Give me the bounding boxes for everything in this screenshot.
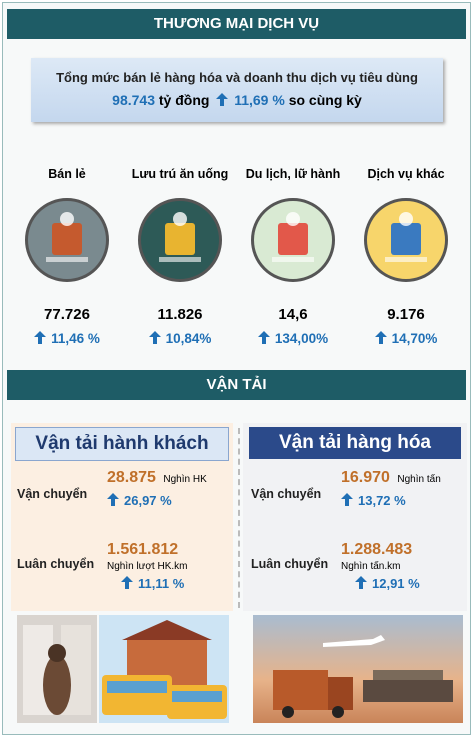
row-unit: Nghìn tấn.km <box>341 561 401 572</box>
item-label: Lưu trú ăn uống <box>131 167 229 181</box>
item-icon <box>364 198 448 282</box>
trade-item: Du lịch, lữ hành 14,6 134,00% <box>238 167 348 346</box>
row-growth: 26,97 % <box>124 493 172 508</box>
transport-row: Vận chuyển 16.970 Nghìn tấn 13,72 % <box>251 465 461 529</box>
item-value: 9.176 <box>387 306 425 323</box>
row-unit: Nghìn tấn <box>397 474 441 485</box>
summary-text: Tổng mức bán lẻ hàng hóa và doanh thu dị… <box>56 70 418 85</box>
row-growth: 13,72 % <box>358 493 406 508</box>
transport-row: Luân chuyển 1.561.812 Nghìn lượt HK.km 1… <box>17 531 227 595</box>
item-label: Bán lẻ <box>48 167 86 181</box>
row-growth: 12,91 % <box>372 576 420 591</box>
row-unit: Nghìn HK <box>163 474 207 485</box>
summary-value: 98.743 <box>112 92 155 108</box>
item-growth: 134,00% <box>274 331 329 346</box>
divider <box>238 428 240 608</box>
transport-row: Vận chuyển 28.875 Nghìn HK 26,97 % <box>17 465 227 529</box>
item-growth: 14,70% <box>391 331 438 346</box>
item-icon <box>25 198 109 282</box>
item-label: Dịch vụ khác <box>367 167 445 181</box>
trade-item: Bán lẻ 77.726 11,46 % <box>12 167 122 346</box>
summary-unit: tỷ đồng <box>158 92 210 108</box>
item-value: 11.826 <box>157 306 203 323</box>
passenger-image <box>17 615 229 723</box>
panel-title: Vận tải hành khách <box>15 427 229 461</box>
row-label: Vận chuyển <box>251 487 322 501</box>
panel-title: Vận tải hàng hóa <box>249 427 461 459</box>
row-growth: 11,11 % <box>138 576 185 591</box>
item-growth: 10,84% <box>165 331 212 346</box>
item-value: 14,6 <box>278 306 308 323</box>
item-icon <box>251 198 335 282</box>
item-growth: 11,46 % <box>51 331 100 346</box>
passenger-panel: Vận tải hành khách <box>11 423 233 611</box>
trade-item: Lưu trú ăn uống 11.826 10,84% <box>125 167 235 346</box>
row-label: Luân chuyển <box>17 557 95 571</box>
cargo-image <box>253 615 463 723</box>
cargo-panel: Vận tải hàng hóa <box>243 423 467 611</box>
row-value: 28.875 <box>107 469 156 486</box>
row-label: Vận chuyển <box>17 487 88 501</box>
summary-box: Tổng mức bán lẻ hàng hóa và doanh thu dị… <box>31 58 443 122</box>
item-value: 77.726 <box>44 306 90 323</box>
section-header: VẬN TẢI <box>7 370 466 400</box>
trade-item: Dịch vụ khác 9.176 14,70% <box>351 167 461 346</box>
transport-row: Luân chuyển 1.288.483 Nghìn tấn.km 12,91… <box>251 531 461 595</box>
summary-compare: so cùng kỳ <box>288 92 362 108</box>
row-label: Luân chuyển <box>251 557 329 571</box>
item-icon <box>138 198 222 282</box>
row-value: 1.561.812 <box>107 541 179 558</box>
row-unit: Nghìn lượt HK.km <box>107 561 188 572</box>
section-header: THƯƠNG MẠI DỊCH VỤ <box>7 9 466 39</box>
row-value: 1.288.483 <box>341 541 413 558</box>
summary-growth: 11,69 % <box>234 92 285 108</box>
item-label: Du lịch, lữ hành <box>245 167 341 181</box>
row-value: 16.970 <box>341 469 390 486</box>
